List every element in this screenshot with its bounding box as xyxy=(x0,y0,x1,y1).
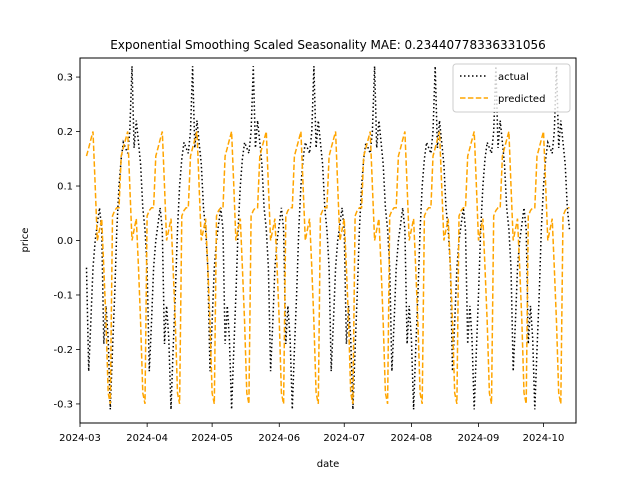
y-axis-label: price xyxy=(20,228,31,253)
legend-label-actual: actual xyxy=(498,72,529,83)
chart-title: Exponential Smoothing Scaled Seasonality… xyxy=(110,38,546,52)
x-tick-label: 2024-08 xyxy=(390,433,432,444)
y-tick-label: 0.3 xyxy=(57,73,73,84)
legend-box xyxy=(452,63,571,113)
y-tick-label: 0.2 xyxy=(57,127,73,138)
series-layer xyxy=(85,66,571,410)
y-tick-label: -0.1 xyxy=(53,290,73,301)
legend-label-predicted: predicted xyxy=(498,94,545,105)
x-axis-label: date xyxy=(317,459,340,470)
legend: actual predicted xyxy=(452,63,571,113)
plot-area xyxy=(85,66,571,410)
y-tick-label: -0.3 xyxy=(53,399,73,410)
x-tick-label: 2024-10 xyxy=(523,433,565,444)
y-tick-label: 0.1 xyxy=(57,182,73,193)
x-tick-label: 2024-07 xyxy=(323,433,365,444)
x-tick-label: 2024-06 xyxy=(258,433,300,444)
y-tick-label: -0.2 xyxy=(53,345,73,356)
x-tick-label: 2024-04 xyxy=(126,433,168,444)
x-tick-label: 2024-03 xyxy=(59,433,101,444)
x-tick-label: 2024-05 xyxy=(191,433,233,444)
y-axis: -0.3 -0.2 -0.1 0.0 0.1 0.2 0.3 xyxy=(53,73,80,410)
series-line-predicted xyxy=(85,131,570,405)
y-tick-label: 0.0 xyxy=(57,236,73,247)
series-line-actual xyxy=(85,66,571,410)
x-tick-label: 2024-09 xyxy=(458,433,500,444)
x-axis: 2024-03 2024-04 2024-05 2024-06 2024-07 2024-… xyxy=(59,423,564,444)
